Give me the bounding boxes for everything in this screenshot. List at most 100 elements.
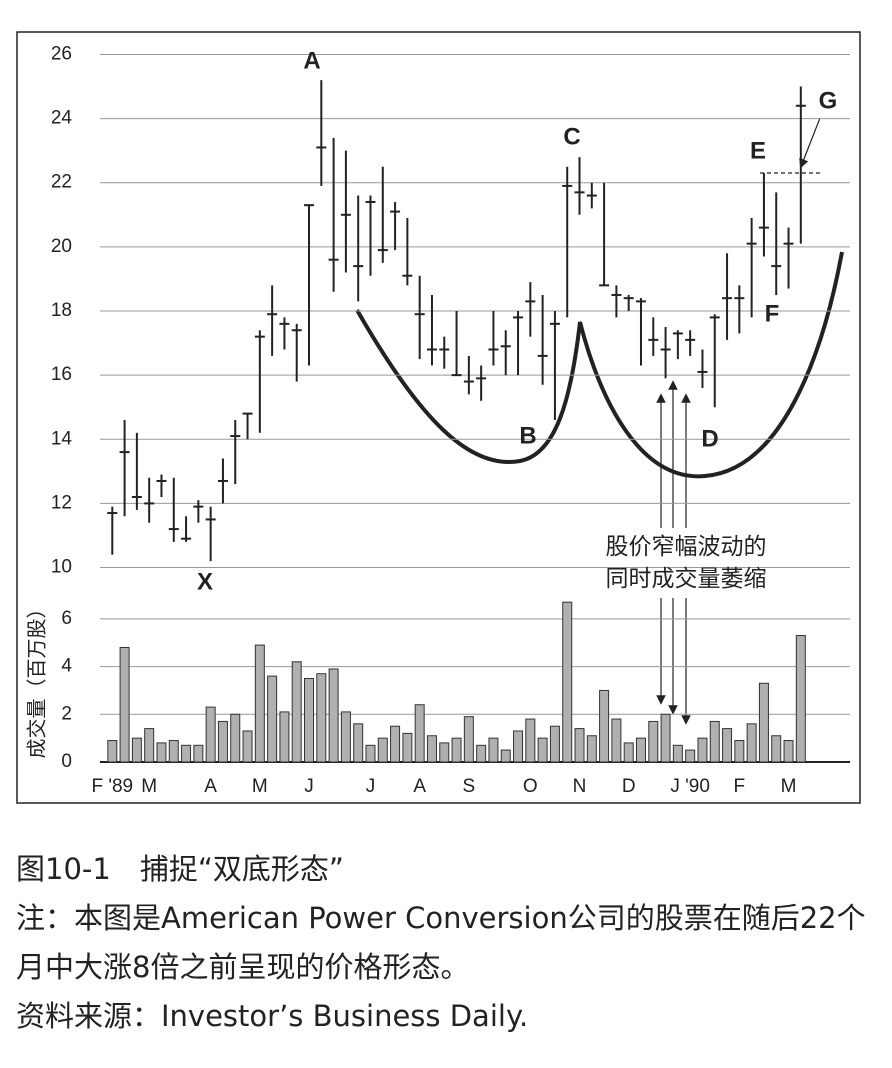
annotation: A [303, 47, 320, 74]
y-tick-label: 26 [51, 43, 72, 64]
volume-bar [242, 730, 253, 763]
volume-bar [144, 728, 155, 763]
y-tick-label: 4 [61, 656, 72, 677]
caption-title: 图10-1 捕捉“双底形态” [16, 852, 344, 886]
volume-bar [771, 735, 782, 763]
volume-bar [599, 689, 610, 763]
annotation: G [819, 87, 838, 114]
frame [16, 31, 861, 804]
volume-bar [426, 735, 437, 763]
volume-bar [537, 737, 548, 763]
volume-bar [586, 735, 597, 763]
volume-bar [402, 732, 413, 763]
x-tick-label: M [141, 776, 157, 797]
volume-bar [414, 704, 425, 763]
volume-bar [722, 728, 733, 763]
volume-bar [685, 749, 696, 763]
y-tick-label: 2 [61, 703, 72, 724]
volume-bar [623, 742, 634, 763]
volume-bar [500, 749, 511, 763]
volume-bar [476, 744, 487, 763]
y-tick-label: 14 [51, 428, 73, 449]
y-tick-label: 16 [51, 364, 72, 385]
y-tick-label: 22 [51, 172, 72, 193]
y-tick-label: 6 [61, 608, 72, 629]
volume-bar [353, 723, 364, 763]
volume-bar [291, 661, 302, 763]
x-tick-label: F '89 [91, 776, 133, 797]
double-bottom-curve [355, 251, 844, 479]
volume-bar [635, 737, 646, 763]
x-tick-label: J [366, 776, 376, 797]
volume-bar [340, 711, 351, 763]
annotation: 同时成交量萎缩 [606, 566, 767, 592]
volume-bar [205, 706, 216, 763]
x-tick-label: M [252, 776, 268, 797]
x-tick-label: D [622, 776, 636, 797]
volume-bar [758, 682, 769, 763]
volume-bar [107, 740, 118, 763]
annotation: E [750, 137, 766, 164]
volume-bar [131, 737, 142, 763]
y-tick-label: 10 [51, 557, 72, 578]
annotation: 股价窄幅波动的 [606, 534, 767, 560]
y-axis-label: 成交量（百万股） [25, 599, 49, 759]
volume-bar [549, 725, 560, 763]
volume-bar [439, 742, 450, 763]
volume-bar [304, 678, 315, 763]
volume-bar [377, 737, 388, 763]
y-tick-label: 12 [51, 492, 72, 513]
volume-bar [488, 737, 499, 763]
volume-bar [562, 601, 573, 763]
volume-bar [795, 635, 806, 763]
volume-bar [451, 737, 462, 763]
volume-bar [574, 728, 585, 763]
y-tick-label: 20 [51, 236, 72, 257]
annotation: X [197, 568, 213, 595]
x-tick-label: S [463, 776, 476, 797]
annotation: F [765, 300, 780, 327]
volume-bar [783, 740, 794, 763]
volume-bar [672, 744, 683, 763]
volume-bar [279, 711, 290, 763]
annotation: C [563, 123, 580, 150]
y-tick-label: 0 [61, 751, 72, 772]
x-tick-label: J '90 [670, 776, 710, 797]
annotation: D [701, 425, 718, 452]
volume-bar [746, 723, 757, 763]
volume-bar [193, 744, 204, 763]
x-tick-label: M [781, 776, 797, 797]
caption: 图10-1 捕捉“双底形态” 注：本图是American Power Conve… [16, 845, 866, 1041]
x-tick-label: A [413, 776, 426, 797]
volume-bar [267, 675, 278, 763]
volume-bar [254, 644, 265, 763]
volume-bar [119, 646, 130, 763]
volume-bar [513, 730, 524, 763]
volume-bar [660, 713, 671, 763]
caption-source: 资料来源：Investor’s Business Daily. [16, 999, 529, 1033]
volume-bar [156, 742, 167, 763]
volume-bar [168, 740, 179, 763]
caption-note: 注：本图是American Power Conversion公司的股票在随后22… [16, 901, 866, 984]
volume-bar [230, 713, 241, 763]
y-tick-label: 24 [51, 108, 73, 129]
volume-bar [709, 720, 720, 763]
volume-bar [611, 718, 622, 763]
x-tick-label: A [204, 776, 217, 797]
volume-bar [328, 668, 339, 763]
x-tick-label: O [523, 776, 538, 797]
volume-bar [734, 740, 745, 763]
volume-bar [648, 720, 659, 763]
volume-bar [181, 744, 192, 763]
annotation: B [519, 422, 536, 449]
volume-bar [697, 737, 708, 763]
volume-bar [390, 725, 401, 763]
volume-bar [316, 673, 327, 763]
volume-bar [365, 744, 376, 763]
x-tick-label: F [734, 776, 746, 797]
volume-bar [463, 716, 474, 763]
x-tick-label: N [573, 776, 587, 797]
y-tick-label: 18 [51, 300, 72, 321]
